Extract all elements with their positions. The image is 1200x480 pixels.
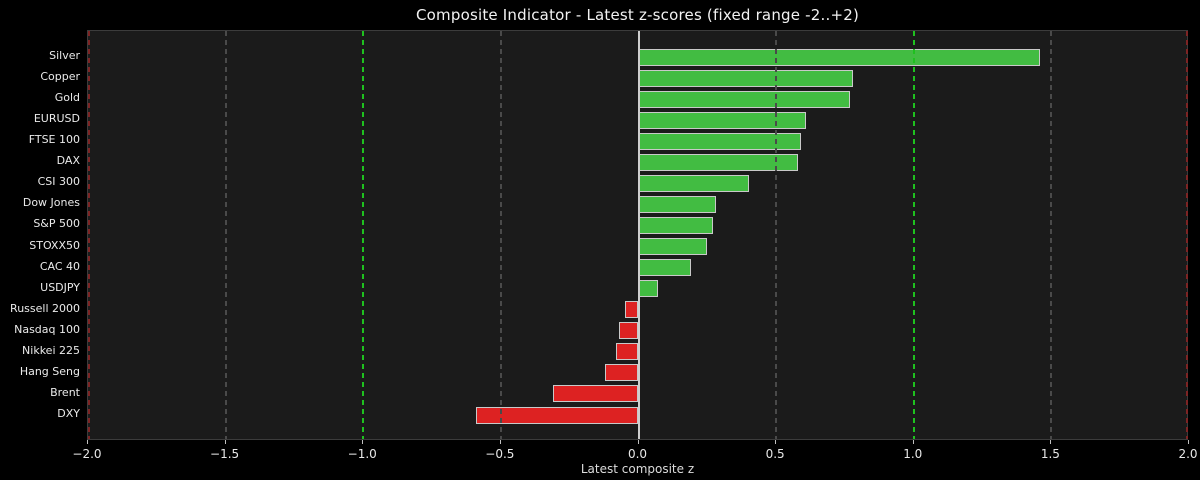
y-tick-label: STOXX50	[29, 238, 80, 252]
x-tick-mark	[775, 440, 777, 444]
bar-copper	[638, 69, 854, 87]
bar-dxy	[476, 406, 639, 424]
bar-csi-300	[638, 174, 749, 192]
threshold-line	[362, 31, 365, 439]
x-tick-mark	[224, 440, 226, 444]
grid-line	[1050, 31, 1053, 439]
x-tick-mark	[87, 440, 88, 444]
y-tick-label: S&P 500	[33, 217, 80, 231]
x-tick-label: −0.5	[485, 447, 515, 461]
range-limit-line	[88, 31, 90, 439]
x-tick-label: −1.5	[210, 447, 240, 461]
y-tick-label: Nikkei 225	[22, 343, 80, 357]
bar-dax	[638, 153, 799, 171]
x-tick-label: 1.5	[1040, 447, 1060, 461]
y-tick-label: DAX	[56, 154, 80, 168]
bar-nikkei-225	[616, 343, 639, 361]
y-tick-label: Nasdaq 100	[14, 322, 80, 336]
bar-hang-seng	[605, 364, 639, 382]
x-tick-mark	[499, 440, 501, 444]
x-tick-mark	[1050, 440, 1052, 444]
threshold-line	[912, 31, 915, 439]
y-tick-label: Dow Jones	[22, 196, 80, 210]
x-tick-mark	[637, 440, 639, 444]
x-tick-mark	[912, 440, 914, 444]
y-tick-label: USDJPY	[40, 280, 80, 294]
x-tick-mark	[1188, 440, 1189, 444]
bar-cac-40	[638, 259, 691, 277]
y-tick-label: Silver	[49, 49, 80, 62]
x-tick-label: 1.0	[903, 447, 923, 461]
chart-title: Composite Indicator - Latest z-scores (f…	[415, 6, 860, 24]
x-tick-label: 2.0	[1178, 447, 1198, 461]
bar-eurusd	[638, 111, 807, 129]
bar-s-p-500	[638, 216, 713, 234]
x-tick-mark	[362, 440, 364, 444]
x-tick-label: −1.0	[347, 447, 377, 461]
x-axis-label: Latest composite z	[580, 462, 695, 476]
bar-russell-2000	[624, 301, 639, 319]
grid-line	[499, 31, 502, 439]
plot-area	[87, 30, 1188, 440]
y-tick-label: Copper	[40, 70, 80, 84]
y-tick-label: Gold	[54, 91, 80, 105]
y-tick-label: CAC 40	[39, 259, 80, 273]
bar-dow-jones	[638, 195, 716, 213]
x-tick-label: −2.0	[72, 447, 102, 461]
range-limit-line	[1186, 31, 1188, 439]
bar-brent	[553, 385, 639, 403]
bar-usdjpy	[638, 280, 658, 298]
y-tick-label: Hang Seng	[19, 364, 80, 378]
y-tick-label: Brent	[50, 385, 80, 399]
grid-line	[224, 31, 227, 439]
y-tick-label: DXY	[57, 407, 80, 420]
bar-gold	[638, 90, 851, 108]
bar-stoxx50	[638, 238, 708, 256]
bar-silver	[638, 48, 1041, 66]
y-tick-label: FTSE 100	[28, 133, 80, 147]
x-tick-label: 0.5	[765, 447, 785, 461]
y-tick-label: EURUSD	[33, 112, 80, 126]
bar-ftse-100	[638, 132, 801, 150]
y-tick-label: Russell 2000	[10, 301, 80, 315]
y-tick-label: CSI 300	[37, 175, 80, 189]
bar-nasdaq-100	[619, 322, 639, 340]
x-tick-label: 0.0	[627, 447, 648, 461]
